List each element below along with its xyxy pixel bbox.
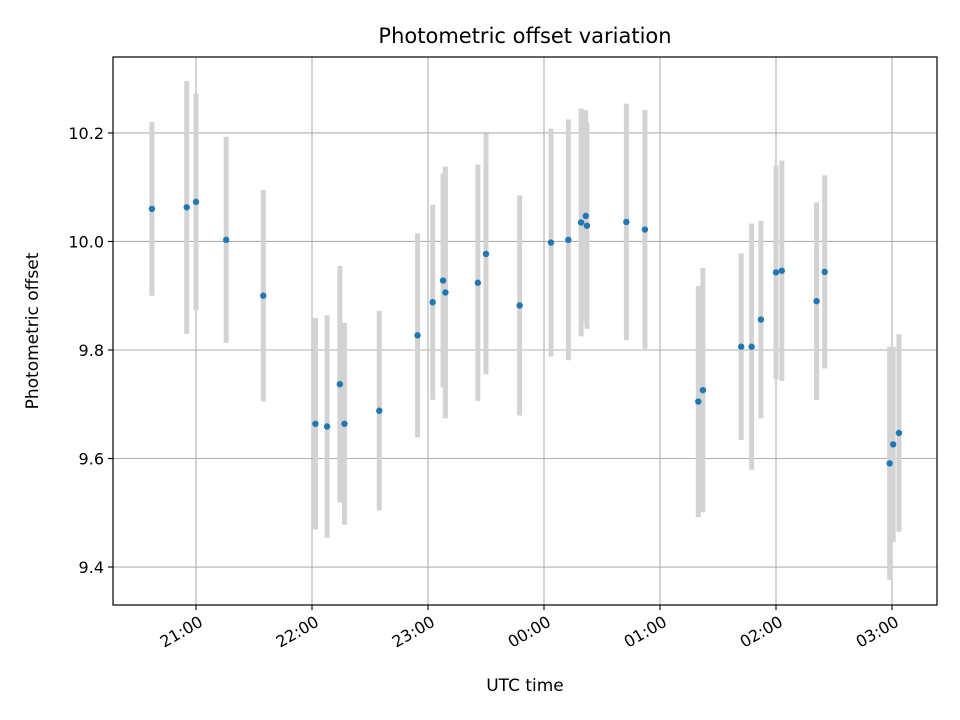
data-point xyxy=(641,226,649,233)
data-point xyxy=(312,420,319,427)
data-point xyxy=(821,268,828,276)
data-point xyxy=(414,332,421,339)
data-point xyxy=(699,386,707,394)
data-point xyxy=(565,236,572,244)
data-point xyxy=(772,269,780,276)
data-point xyxy=(336,380,344,388)
data-point xyxy=(429,299,436,306)
data-point xyxy=(323,423,331,430)
data-point xyxy=(547,239,555,246)
y-axis-title: Photometric offset xyxy=(23,252,43,409)
data-point xyxy=(895,429,903,437)
data-point xyxy=(738,343,745,350)
data-point xyxy=(813,297,820,305)
data-point xyxy=(748,343,755,350)
plot-area-frame xyxy=(112,56,938,606)
data-point xyxy=(778,267,785,274)
y-axis-ticks: 9.4 9.6 9.8 10.0 10.2 xyxy=(68,124,113,577)
data-point xyxy=(889,441,897,448)
data-point xyxy=(192,198,200,206)
data-point xyxy=(474,279,482,286)
data-point xyxy=(376,407,383,414)
y-tick-label: 9.8 xyxy=(79,341,104,360)
data-point xyxy=(757,316,765,323)
data-points xyxy=(148,198,903,467)
data-point xyxy=(442,289,449,296)
y-tick-label: 10.2 xyxy=(68,124,104,143)
grid xyxy=(113,57,937,605)
y-tick-label: 9.4 xyxy=(79,558,104,577)
data-point xyxy=(482,250,490,258)
data-point xyxy=(577,219,585,226)
x-axis-title: UTC time xyxy=(486,676,564,696)
data-point xyxy=(583,222,591,229)
data-point xyxy=(439,277,447,284)
data-point xyxy=(341,420,348,427)
data-point xyxy=(695,398,702,405)
data-point xyxy=(183,204,190,211)
data-point xyxy=(148,205,156,213)
data-point xyxy=(222,236,230,244)
data-point xyxy=(582,212,589,220)
data-point xyxy=(623,218,630,226)
data-point xyxy=(516,302,523,309)
y-tick-label: 9.6 xyxy=(79,450,104,469)
chart-title: Photometric offset variation xyxy=(378,24,671,48)
data-point xyxy=(886,460,893,467)
data-point xyxy=(260,292,267,299)
y-tick-label: 10.0 xyxy=(68,232,104,251)
